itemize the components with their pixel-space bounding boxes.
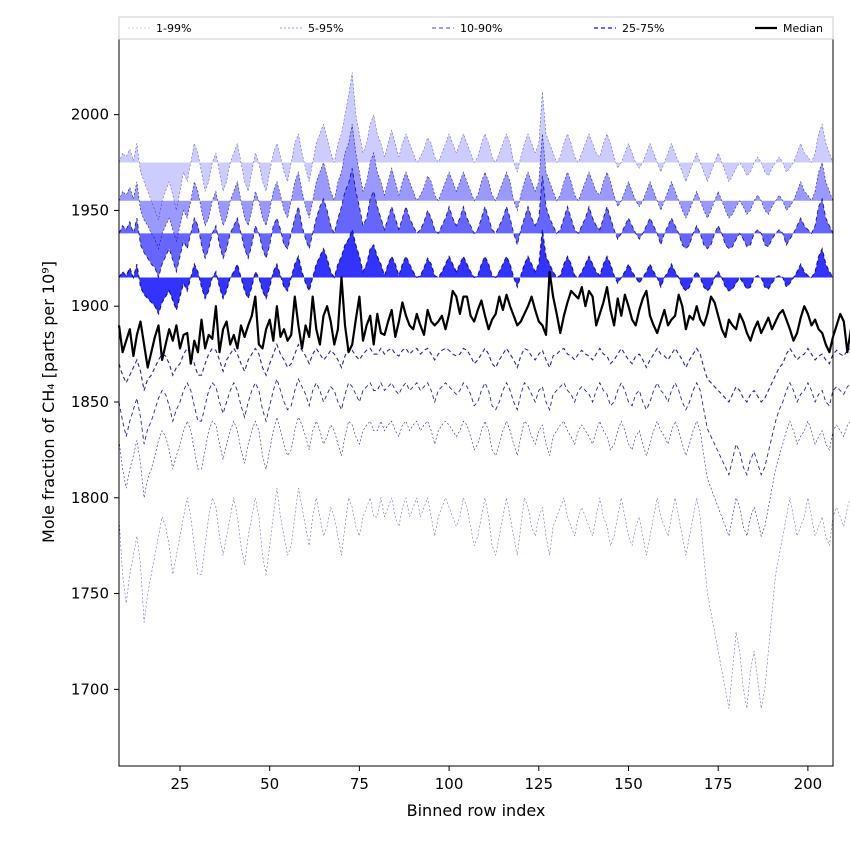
y-axis: 1700 1750 1800 1850 1900 1950 2000 — [71, 106, 119, 698]
x-tick-label-200: 200 — [794, 775, 823, 793]
y-tick-label-1800: 1800 — [71, 489, 109, 507]
band-edge-1-upper — [118, 124, 834, 250]
median-layer — [117, 270, 850, 369]
x-tick-label-25: 25 — [170, 775, 189, 793]
legend: 1-99% 5-95% 10-90% 25-75% Median — [118, 16, 834, 40]
x-axis: 25 50 75 100 125 150 175 200 — [170, 766, 822, 793]
band-edge-3-upper — [118, 227, 834, 316]
legend-frame — [118, 16, 834, 40]
y-tick-label-1700: 1700 — [71, 680, 109, 698]
x-tick-label-100: 100 — [435, 775, 464, 793]
median-line — [117, 270, 850, 369]
band-edge-0-upper — [118, 72, 834, 221]
y-tick-label-2000: 2000 — [71, 106, 109, 124]
legend-label-4: Median — [783, 22, 823, 35]
x-tick-label-175: 175 — [704, 775, 733, 793]
band-edge-3-lower — [118, 342, 850, 403]
band-edge-2-lower — [118, 377, 850, 477]
legend-label-0: 1-99% — [156, 22, 191, 35]
y-tick-label-1950: 1950 — [71, 201, 109, 219]
y-tick-label-1850: 1850 — [71, 393, 109, 411]
legend-label-3: 25-75% — [622, 22, 664, 35]
bands-layer — [118, 72, 850, 709]
band-edge-0-lower — [118, 488, 850, 709]
y-tick-label-1900: 1900 — [71, 297, 109, 315]
x-tick-label-150: 150 — [614, 775, 643, 793]
band-edge-2-upper — [118, 168, 834, 279]
y-tick-label-1750: 1750 — [71, 585, 109, 603]
x-tick-label-75: 75 — [350, 775, 369, 793]
legend-label-1: 5-95% — [308, 22, 343, 35]
y-axis-title: Mole fraction of CH₄ [parts per 10⁹] — [39, 261, 58, 543]
x-tick-label-50: 50 — [260, 775, 279, 793]
legend-label-2: 10-90% — [460, 22, 502, 35]
x-axis-title: Binned row index — [407, 801, 546, 820]
x-tick-label-125: 125 — [524, 775, 553, 793]
